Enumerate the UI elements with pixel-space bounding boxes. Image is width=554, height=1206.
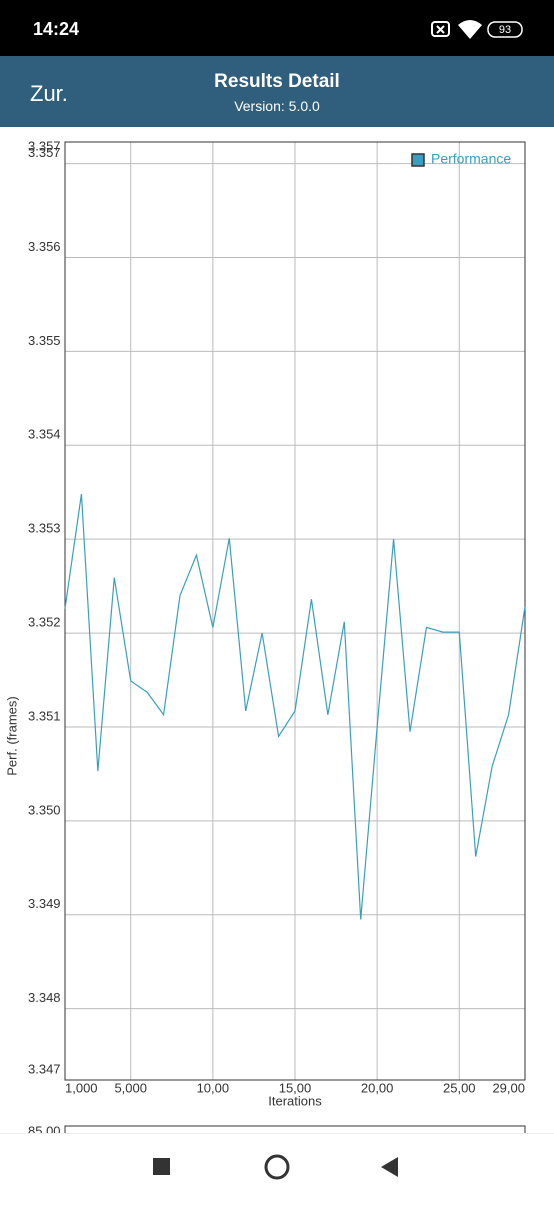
- y-tick-label: 3.356: [28, 239, 61, 254]
- next-chart-label: 85.00: [28, 1123, 61, 1133]
- y-axis-title: Perf. (frames): [4, 696, 19, 775]
- next-chart-frame: [64, 1125, 526, 1133]
- x-tick-label: 10,00: [197, 1080, 230, 1095]
- legend-swatch: [411, 153, 425, 167]
- y-tick-label: 3.357: [28, 138, 61, 153]
- nav-bar: [0, 1133, 554, 1201]
- chart: Perf. (frames) Iterations 85.00 3.347 3.3…: [4, 138, 526, 1133]
- y-tick-label: 3.357: [28, 145, 61, 160]
- y-tick-label: 3.354: [28, 427, 61, 442]
- y-tick-label: 3.352: [28, 615, 61, 630]
- clock: 14:24: [33, 19, 80, 39]
- x-tick-label: 29,00: [492, 1080, 525, 1095]
- back-button[interactable]: Zur.: [30, 81, 68, 106]
- x-tick-label: 25,00: [443, 1080, 476, 1095]
- y-tick-label: 3.353: [28, 521, 61, 536]
- title: Results Detail: [214, 71, 340, 92]
- plot-frame: [64, 141, 526, 1081]
- battery: 93: [499, 24, 511, 36]
- x-axis-title: Iterations: [268, 1093, 322, 1108]
- nav-icons: [153, 1154, 398, 1180]
- y-tick-label: 3.349: [28, 896, 61, 911]
- legend-label: Performance: [431, 151, 511, 167]
- header: Zur. Results Detail Version: 5.0.0: [0, 56, 554, 127]
- y-tick-label: 3.347: [28, 1061, 61, 1076]
- back-nav-button[interactable]: [381, 1157, 398, 1177]
- x-tick-label: 15,00: [279, 1080, 312, 1095]
- y-tick-label: 3.348: [28, 990, 61, 1005]
- y-tick-label: 3.355: [28, 333, 61, 348]
- data-line: [64, 494, 526, 920]
- y-tick-label: 3.350: [28, 802, 61, 817]
- x-tick-label: 5,000: [114, 1080, 147, 1095]
- recent-button[interactable]: [153, 1158, 170, 1175]
- x-tick-label: 1,000: [65, 1080, 98, 1095]
- y-tick-label: 3.351: [28, 708, 61, 723]
- x-tick-label: 20,00: [361, 1080, 394, 1095]
- subtitle: Version: 5.0.0: [234, 98, 320, 114]
- status-icons: 93: [431, 20, 523, 39]
- home-button[interactable]: [264, 1154, 290, 1180]
- status-bar: 14:24 93: [0, 0, 554, 56]
